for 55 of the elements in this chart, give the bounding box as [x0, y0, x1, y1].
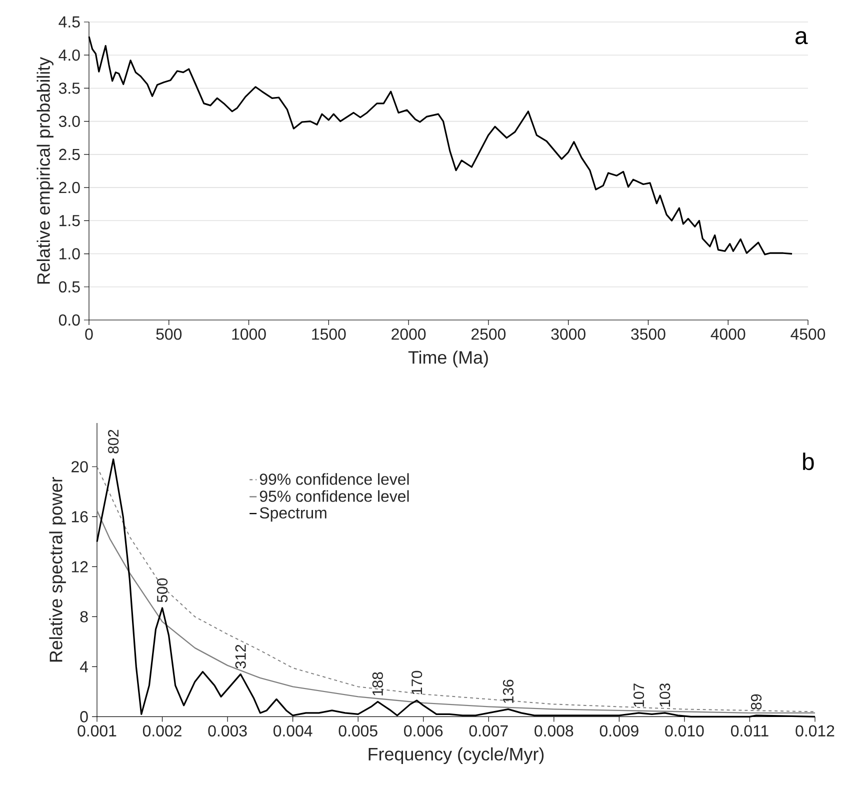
annotation: 103 — [660, 683, 670, 707]
y-tick-label: 1.0 — [60, 248, 80, 260]
x-tick-label: 0.004 — [274, 725, 312, 737]
x-tick-label: 4500 — [790, 328, 826, 340]
x-tick-label: 500 — [156, 328, 182, 340]
x-tick-label: 0.010 — [665, 725, 704, 737]
y-tick-label: 4 — [80, 661, 88, 672]
x-tick-label: 0.009 — [600, 725, 638, 737]
y-tick-label: 1.5 — [60, 215, 80, 226]
x-tick-label: 1000 — [232, 328, 266, 340]
y-tick-label: 0.5 — [58, 281, 80, 293]
annotation: 188 — [372, 672, 383, 696]
x-tick-label: 0.011 — [731, 725, 768, 737]
x-axis-title: Time (Ma) — [408, 350, 488, 368]
annotation: 89 — [750, 694, 762, 710]
y-tick-label: 2.0 — [59, 182, 80, 194]
annotation: 170 — [412, 670, 422, 694]
annotation: 312 — [235, 644, 246, 668]
x-tick-label: 2500 — [472, 328, 506, 340]
y-tick-label: 0 — [80, 711, 88, 722]
legend-label: 95% confidence level — [260, 490, 409, 502]
y-axis-title: Relative empirical probability — [36, 56, 54, 284]
x-tick-label: 0.003 — [208, 725, 247, 737]
x-tick-label: 0.008 — [534, 725, 574, 737]
y-tick-label: 16 — [72, 511, 88, 522]
legend-label: 99% confidence level — [260, 473, 409, 485]
y-tick-label: 4.0 — [58, 49, 80, 61]
annotation: b — [803, 452, 814, 470]
x-tick-label: 3000 — [551, 328, 586, 340]
y-axis-title: Relative spectral power — [49, 477, 66, 662]
annotation: 107 — [633, 684, 644, 707]
legend-label: Spectrum — [260, 507, 326, 522]
x-tick-label: 0.012 — [796, 725, 834, 737]
annotation: 802 — [108, 430, 119, 454]
y-tick-label: 8 — [80, 611, 88, 622]
y-tick-label: 3.5 — [58, 82, 80, 94]
x-tick-label: 0.007 — [469, 725, 508, 737]
y-tick-label: 20 — [72, 461, 88, 472]
y-tick-label: 2.5 — [59, 148, 80, 160]
x-axis-title: Frequency (cycle/Myr) — [368, 747, 544, 764]
x-tick-label: 0.006 — [404, 725, 443, 737]
y-tick-label: 12 — [72, 561, 88, 572]
y-tick-label: 4.5 — [58, 16, 80, 28]
annotation: 136 — [502, 680, 514, 703]
y-tick-label: 3.0 — [58, 116, 80, 127]
x-tick-label: 2000 — [392, 328, 426, 340]
y-tick-label: 0.0 — [58, 314, 80, 326]
annotation: a — [796, 31, 808, 44]
x-tick-label: 0.005 — [338, 725, 378, 737]
annotation: 500 — [156, 578, 168, 602]
x-tick-label: 3500 — [631, 328, 666, 340]
x-tick-label: 0.001 — [78, 725, 116, 737]
x-tick-label: 4000 — [710, 328, 746, 340]
x-tick-label: 1500 — [312, 328, 346, 340]
x-tick-label: 0.002 — [142, 725, 182, 737]
